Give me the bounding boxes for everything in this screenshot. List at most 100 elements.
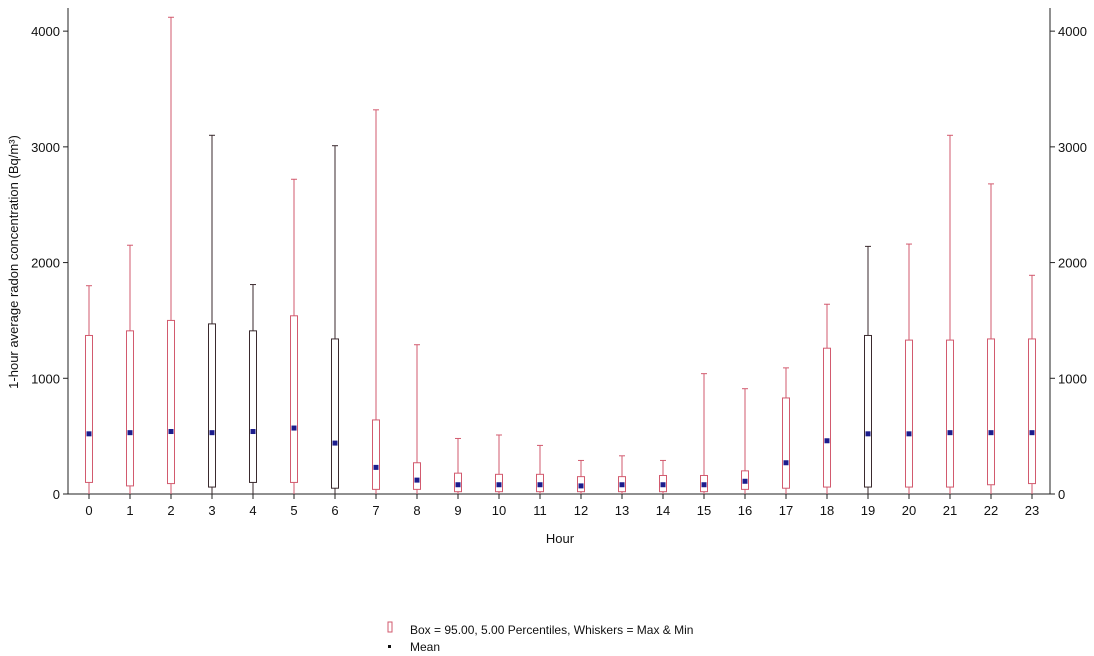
box-body [782,397,790,489]
box-body [454,472,462,493]
box-hour-7 [372,109,380,494]
y-axis-left-ticks: 0 1000 2000 3000 4000 [31,24,68,502]
y-tick-label-left: 0 [53,487,60,502]
legend-box-glyph [387,621,393,633]
box-hour-12 [577,459,585,494]
x-tick-label: 13 [615,503,629,518]
mean-marker [988,430,994,436]
box-hour-16 [741,388,749,494]
mean-marker [783,460,789,466]
box-hour-4 [249,284,257,494]
x-tick-label: 6 [331,503,338,518]
box-hour-8 [413,344,421,494]
mean-marker [660,482,666,488]
mean-marker [701,482,707,488]
box-body [290,315,298,483]
box-body [864,334,872,488]
x-tick-label: 15 [697,503,711,518]
box-body [126,330,134,487]
y-axis-right-ticks: 0 1000 2000 3000 4000 [1050,24,1087,502]
box-hour-10 [495,434,503,494]
mean-marker [332,440,338,446]
box-body [372,419,380,490]
box-body [618,476,626,493]
x-tick-label: 1 [126,503,133,518]
x-tick-label: 18 [820,503,834,518]
y-tick-label-right: 2000 [1058,256,1087,271]
box-hour-15 [700,373,708,494]
box-body [577,476,585,493]
mean-marker [578,483,584,489]
y-tick-label-right: 1000 [1058,371,1087,386]
box-hour-18 [823,303,831,494]
mean-marker [414,477,420,483]
y-tick-label-left: 2000 [31,256,60,271]
box-hour-3 [208,134,216,494]
box-body [208,323,216,488]
box-body [987,338,995,486]
x-axis-ticks: 0 1 2 3 4 5 6 7 8 9 10 11 12 13 14 15 16 17 18 19 20 21 22 23 [85,494,1039,518]
x-tick-label: 10 [492,503,506,518]
legend-label-box: Box = 95.00, 5.00 Percentiles, Whiskers … [410,623,693,637]
x-tick-label: 0 [85,503,92,518]
x-tick-label: 17 [779,503,793,518]
mean-marker [496,482,502,488]
mean-marker [742,478,748,484]
plot-area [67,8,1051,495]
mean-marker [906,431,912,437]
box-hour-23 [1028,274,1036,494]
x-tick-label: 3 [208,503,215,518]
mean-marker [127,430,133,436]
y-tick-label-right: 0 [1058,487,1065,502]
box-hour-22 [987,183,995,494]
x-tick-label: 2 [167,503,174,518]
box-hour-5 [290,178,298,494]
mean-marker [373,464,379,470]
box-hour-20 [905,243,913,494]
box-hour-17 [782,367,790,494]
box-body [167,319,175,485]
legend-mean-symbol [388,645,391,648]
mean-marker [1029,430,1035,436]
mean-marker [947,430,953,436]
legend-label-mean: Mean [410,640,440,654]
x-tick-label: 8 [413,503,420,518]
x-tick-label: 4 [249,503,256,518]
box-body [905,339,913,488]
x-tick-label: 21 [943,503,957,518]
box-hour-19 [864,245,872,494]
x-tick-label: 5 [290,503,297,518]
legend-mean-glyph [388,645,391,648]
x-tick-label: 19 [861,503,875,518]
x-tick-label: 16 [738,503,752,518]
box-body [946,339,954,488]
y-tick-label-left: 3000 [31,140,60,155]
box-body [741,470,749,490]
mean-marker [86,431,92,437]
box-body [249,330,257,483]
mean-marker [619,482,625,488]
x-tick-label: 20 [902,503,916,518]
y-tick-label-right: 4000 [1058,24,1087,39]
x-tick-label: 14 [656,503,670,518]
box-body [659,474,667,493]
mean-marker [455,482,461,488]
mean-marker [250,429,256,435]
mean-marker [537,482,543,488]
y-tick-label-right: 3000 [1058,140,1087,155]
mean-marker [209,430,215,436]
mean-marker [865,431,871,437]
box-hour-11 [536,444,544,494]
mean-marker [168,429,174,435]
box-hour-2 [167,16,175,494]
y-tick-label-left: 4000 [31,24,60,39]
box-hour-13 [618,455,626,494]
box-hour-0 [85,285,93,494]
box-body [413,462,421,490]
box-hour-1 [126,244,134,494]
x-axis-title: Hour [546,531,575,546]
x-tick-label: 23 [1025,503,1039,518]
legend-box-symbol [387,621,393,633]
box-hour-14 [659,459,667,494]
